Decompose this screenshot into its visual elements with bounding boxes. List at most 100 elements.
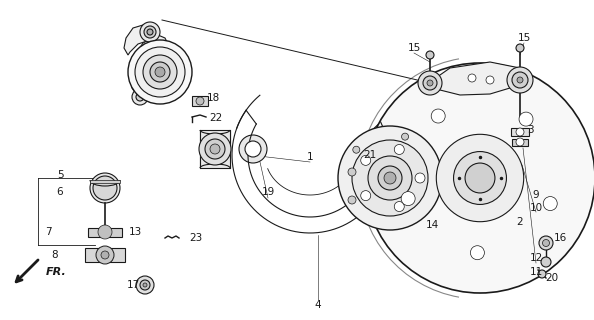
Circle shape	[93, 176, 117, 200]
Text: 17: 17	[127, 280, 140, 290]
Polygon shape	[430, 62, 522, 95]
Circle shape	[394, 202, 405, 212]
Text: 15: 15	[407, 43, 421, 53]
Circle shape	[352, 140, 428, 216]
Circle shape	[465, 163, 495, 193]
Text: 12: 12	[529, 253, 543, 263]
Circle shape	[415, 173, 425, 183]
Circle shape	[539, 236, 553, 250]
Text: 7: 7	[45, 227, 51, 237]
Circle shape	[454, 152, 507, 204]
Text: 19: 19	[261, 187, 274, 197]
Circle shape	[384, 172, 396, 184]
Circle shape	[338, 126, 442, 230]
Circle shape	[516, 128, 524, 136]
Circle shape	[418, 71, 442, 95]
Text: 22: 22	[209, 113, 223, 123]
Circle shape	[132, 89, 148, 105]
Circle shape	[361, 191, 371, 201]
Circle shape	[468, 74, 476, 82]
Circle shape	[348, 168, 356, 176]
Circle shape	[517, 77, 523, 83]
Text: 23: 23	[189, 233, 203, 243]
Circle shape	[140, 22, 160, 42]
Text: 14: 14	[425, 220, 438, 230]
Text: 15: 15	[517, 33, 530, 43]
Circle shape	[348, 196, 356, 204]
Circle shape	[361, 156, 371, 165]
Circle shape	[431, 109, 445, 123]
Polygon shape	[511, 128, 529, 136]
Circle shape	[96, 246, 114, 264]
Text: 2: 2	[517, 217, 523, 227]
Circle shape	[542, 239, 549, 246]
Polygon shape	[512, 139, 528, 146]
Circle shape	[210, 144, 220, 154]
Circle shape	[519, 112, 533, 126]
Circle shape	[101, 251, 109, 259]
Text: 5: 5	[56, 170, 64, 180]
Circle shape	[538, 270, 546, 278]
Circle shape	[135, 47, 185, 97]
Text: 6: 6	[56, 187, 64, 197]
Circle shape	[544, 196, 557, 211]
Circle shape	[90, 173, 120, 203]
Text: 11: 11	[529, 267, 543, 277]
Circle shape	[401, 192, 415, 206]
Circle shape	[426, 51, 434, 59]
Circle shape	[245, 141, 261, 157]
Circle shape	[199, 133, 231, 165]
Circle shape	[205, 139, 225, 159]
Circle shape	[155, 67, 165, 77]
Circle shape	[427, 80, 433, 86]
Circle shape	[147, 29, 153, 35]
Polygon shape	[85, 248, 125, 262]
Polygon shape	[124, 25, 155, 55]
Text: 9: 9	[533, 190, 539, 200]
Polygon shape	[162, 62, 182, 82]
Circle shape	[378, 166, 402, 190]
Circle shape	[173, 62, 179, 68]
Text: 4: 4	[315, 300, 321, 310]
Text: 21: 21	[364, 150, 377, 160]
Text: 16: 16	[554, 233, 567, 243]
Text: FR.: FR.	[46, 267, 67, 277]
Circle shape	[98, 225, 112, 239]
Text: 18: 18	[206, 93, 220, 103]
Circle shape	[486, 76, 494, 84]
Circle shape	[507, 67, 533, 93]
Circle shape	[512, 72, 528, 88]
Circle shape	[541, 257, 551, 267]
Circle shape	[470, 246, 484, 260]
Circle shape	[402, 133, 409, 140]
Polygon shape	[90, 180, 120, 183]
Polygon shape	[200, 130, 230, 168]
Polygon shape	[192, 96, 208, 106]
Text: 20: 20	[545, 273, 558, 283]
Text: 3: 3	[527, 125, 533, 135]
Circle shape	[437, 134, 524, 222]
Circle shape	[143, 55, 177, 89]
Text: 1: 1	[307, 152, 313, 162]
Text: 13: 13	[128, 227, 141, 237]
Text: 10: 10	[529, 203, 542, 213]
Circle shape	[144, 26, 156, 38]
Circle shape	[128, 40, 192, 104]
Polygon shape	[88, 228, 122, 237]
Circle shape	[516, 44, 524, 52]
Polygon shape	[130, 35, 172, 100]
Circle shape	[136, 93, 144, 101]
Circle shape	[170, 59, 182, 71]
Circle shape	[140, 280, 150, 290]
Circle shape	[196, 97, 204, 105]
Circle shape	[394, 144, 405, 155]
Text: 8: 8	[52, 250, 58, 260]
Circle shape	[239, 135, 267, 163]
Circle shape	[150, 62, 170, 82]
Circle shape	[365, 63, 594, 293]
Circle shape	[353, 146, 360, 153]
Circle shape	[516, 138, 524, 146]
Circle shape	[368, 156, 412, 200]
Circle shape	[423, 76, 437, 90]
Circle shape	[136, 276, 154, 294]
